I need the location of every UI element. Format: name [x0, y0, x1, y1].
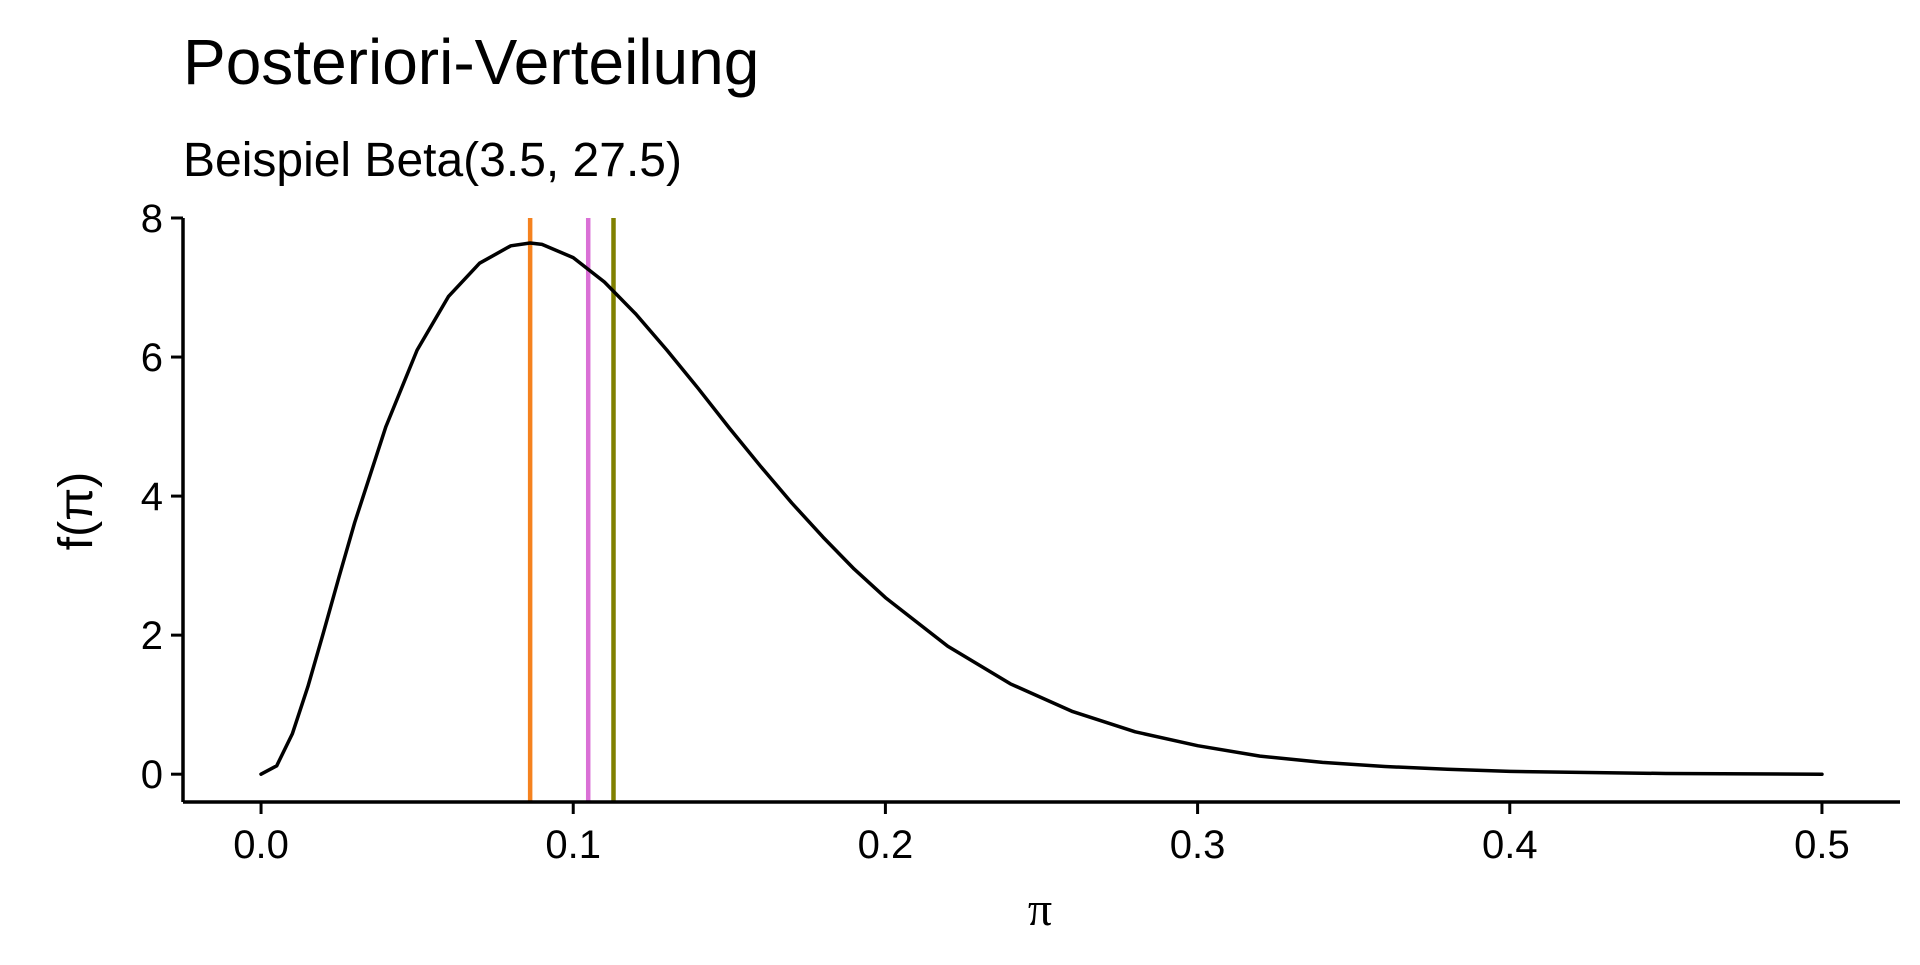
y-tick-label: 4: [141, 475, 163, 519]
y-tick-label: 8: [141, 197, 163, 241]
x-tick-label: 0.4: [1482, 823, 1538, 867]
density-curve-line: [259, 241, 1824, 776]
chart-subtitle: Beispiel Beta(3.5, 27.5): [183, 134, 682, 187]
y-axis-title: f(π): [50, 472, 103, 550]
y-tick-label: 0: [141, 753, 163, 797]
x-tick-label: 0.1: [545, 823, 601, 867]
x-tick-label: 0.3: [1170, 823, 1226, 867]
y-tick-label: 6: [141, 336, 163, 380]
x-axis-title: π: [1028, 883, 1052, 936]
axes: 0.0 0.1 0.2 0.3 0.4 0.5 0 2 4 6 8: [141, 197, 1900, 867]
chart-title: Posteriori-Verteilung: [183, 26, 759, 98]
y-tick-label: 2: [141, 614, 163, 658]
x-tick-label: 0.5: [1794, 823, 1850, 867]
x-tick-label: 0.2: [858, 823, 914, 867]
x-tick-label: 0.0: [233, 823, 289, 867]
plot-area: [259, 218, 1824, 802]
